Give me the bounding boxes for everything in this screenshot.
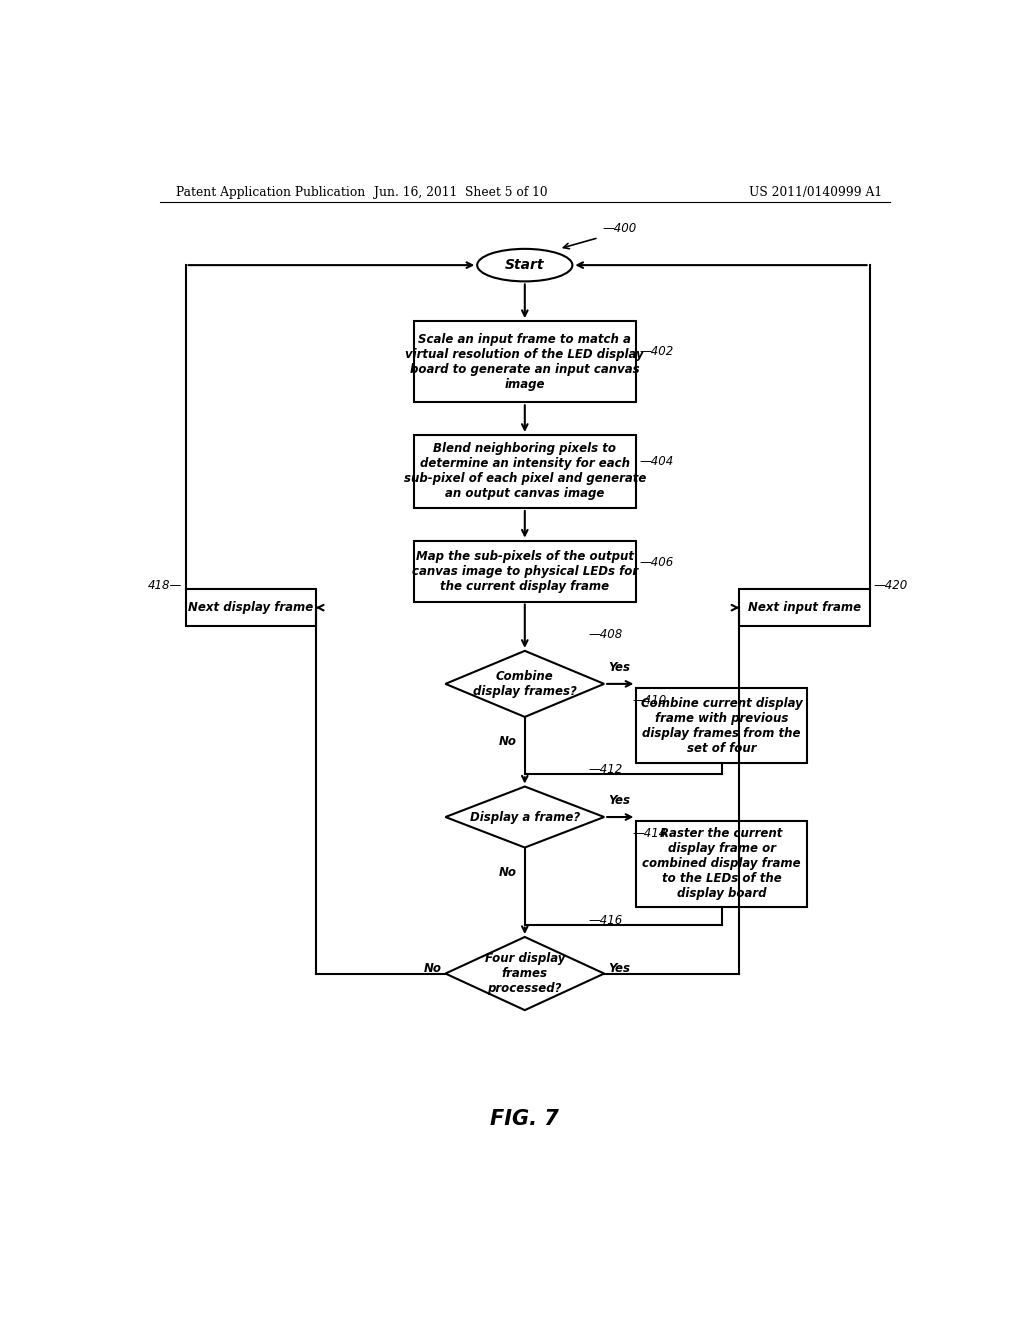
Text: Patent Application Publication: Patent Application Publication (176, 186, 365, 199)
Text: Map the sub-pixels of the output
canvas image to physical LEDs for
the current d: Map the sub-pixels of the output canvas … (412, 549, 638, 593)
Text: Raster the current
display frame or
combined display frame
to the LEDs of the
di: Raster the current display frame or comb… (642, 828, 801, 900)
Text: Next display frame: Next display frame (188, 601, 313, 614)
Text: Four display
frames
processed?: Four display frames processed? (484, 952, 565, 995)
Text: Combine current display
frame with previous
display frames from the
set of four: Combine current display frame with previ… (641, 697, 803, 755)
Text: Next input frame: Next input frame (748, 601, 861, 614)
Text: US 2011/0140999 A1: US 2011/0140999 A1 (749, 186, 882, 199)
Text: Start: Start (505, 259, 545, 272)
Text: —400: —400 (602, 222, 637, 235)
Text: —414: —414 (633, 826, 667, 840)
Text: Yes: Yes (608, 661, 630, 673)
Text: —402: —402 (640, 345, 674, 358)
Text: Display a frame?: Display a frame? (470, 810, 580, 824)
Text: Yes: Yes (608, 793, 630, 807)
Text: Scale an input frame to match a
virtual resolution of the LED display
board to g: Scale an input frame to match a virtual … (406, 333, 644, 391)
Text: —410: —410 (633, 693, 667, 706)
Text: 418—: 418— (147, 578, 181, 591)
Text: —404: —404 (640, 455, 674, 467)
Text: No: No (499, 866, 517, 879)
Text: —408: —408 (588, 628, 623, 640)
Text: —420: —420 (873, 578, 908, 591)
Text: Jun. 16, 2011  Sheet 5 of 10: Jun. 16, 2011 Sheet 5 of 10 (375, 186, 548, 199)
Text: —416: —416 (588, 913, 623, 927)
Text: No: No (424, 962, 441, 975)
Text: FIG. 7: FIG. 7 (490, 1109, 559, 1129)
Text: —412: —412 (588, 763, 623, 776)
Text: No: No (499, 735, 517, 748)
Text: Blend neighboring pixels to
determine an intensity for each
sub-pixel of each pi: Blend neighboring pixels to determine an… (403, 442, 646, 500)
Text: Yes: Yes (608, 962, 630, 975)
Text: Combine
display frames?: Combine display frames? (473, 669, 577, 698)
Text: —406: —406 (640, 557, 674, 569)
